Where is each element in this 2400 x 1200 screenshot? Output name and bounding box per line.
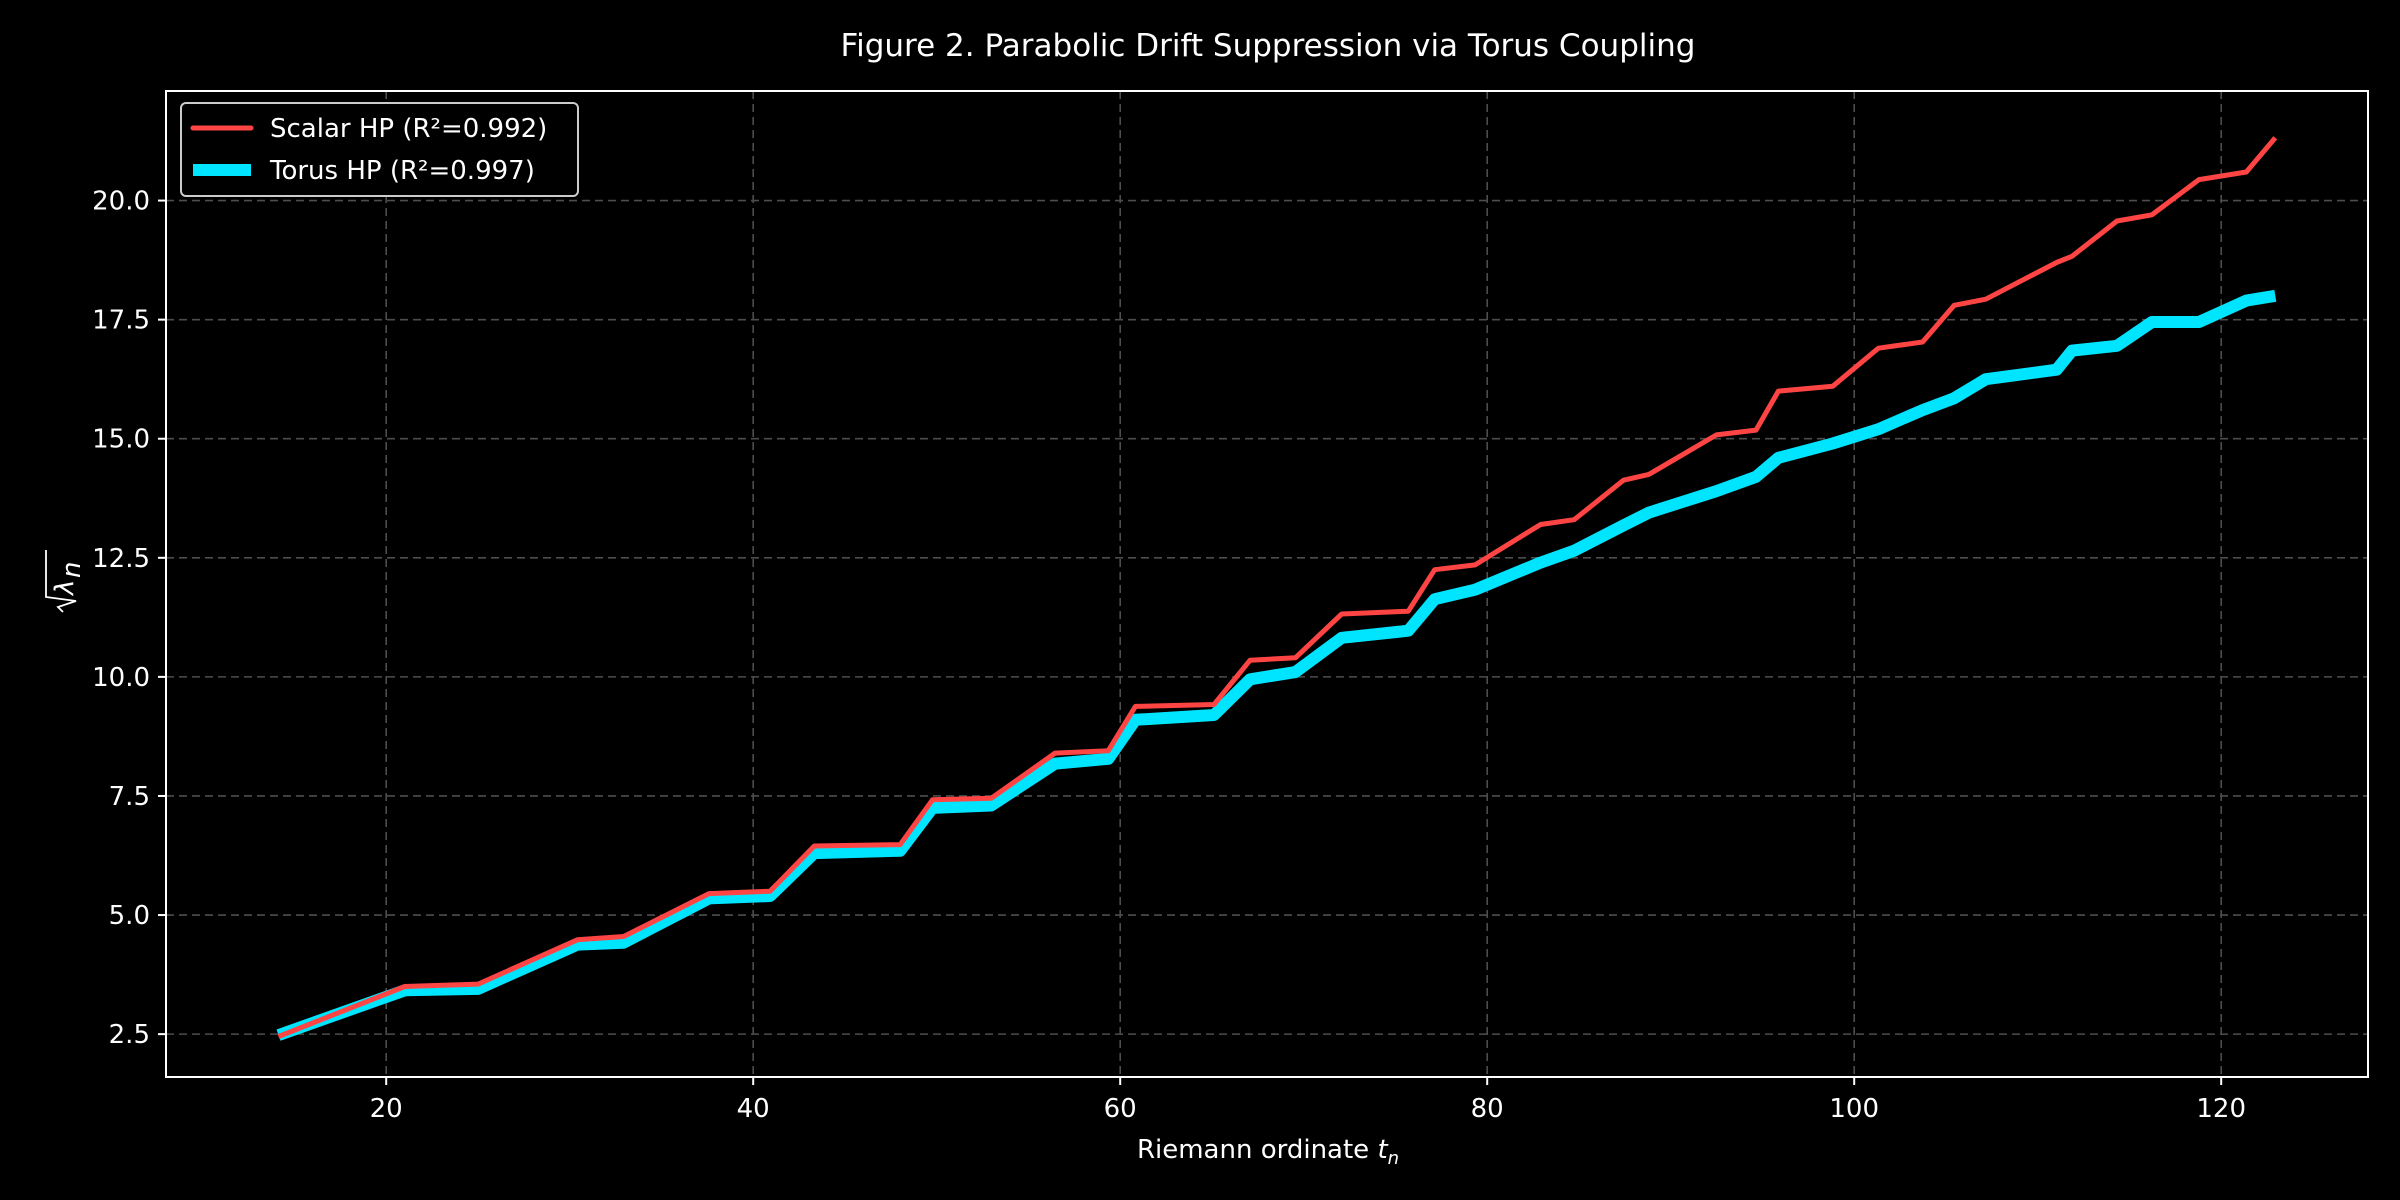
series-line-scalar-hp bbox=[277, 136, 2278, 1039]
y-tick-label: 12.5 bbox=[92, 544, 150, 574]
y-tick-label: 10.0 bbox=[92, 663, 150, 693]
x-tick-label: 60 bbox=[1104, 1094, 1137, 1124]
y-axis-label-subscript: n bbox=[57, 562, 87, 578]
legend-label-torus: Torus HP (R²=0.997) bbox=[269, 156, 535, 186]
y-tick-label: 20.0 bbox=[92, 187, 150, 217]
legend: Scalar HP (R²=0.992) Torus HP (R²=0.997) bbox=[180, 102, 579, 197]
x-axis-ticks: 20 40 60 80 100 120 bbox=[370, 1077, 2246, 1124]
y-tick-label: 2.5 bbox=[109, 1020, 150, 1050]
y-tick-label: 17.5 bbox=[92, 306, 150, 336]
y-tick-label: 7.5 bbox=[109, 782, 150, 812]
grid bbox=[166, 91, 2368, 1077]
x-tick-label: 20 bbox=[370, 1094, 403, 1124]
series-line-torus-hp bbox=[276, 289, 2277, 1041]
x-axis-label: Riemann ordinate tn bbox=[1137, 1135, 1399, 1169]
x-tick-label: 100 bbox=[1829, 1094, 1879, 1124]
y-axis-label: λ n bbox=[45, 550, 87, 613]
y-axis-ticks: 2.5 5.0 7.5 10.0 12.5 15.0 17.5 20.0 bbox=[92, 187, 166, 1050]
x-tick-label: 120 bbox=[2196, 1094, 2246, 1124]
legend-label-scalar: Scalar HP (R²=0.992) bbox=[270, 114, 547, 144]
x-axis-label-symbol: t bbox=[1377, 1135, 1388, 1165]
x-axis-label-main: Riemann ordinate bbox=[1137, 1135, 1378, 1165]
plot-frame bbox=[165, 90, 2369, 1078]
x-axis-label-subscript: n bbox=[1388, 1148, 1399, 1169]
y-tick-label: 5.0 bbox=[109, 901, 150, 931]
y-tick-label: 15.0 bbox=[92, 425, 150, 455]
x-tick-label: 80 bbox=[1471, 1094, 1504, 1124]
x-tick-label: 40 bbox=[737, 1094, 770, 1124]
sqrt-radical-icon bbox=[45, 550, 77, 613]
series-lines bbox=[276, 136, 2278, 1041]
chart-title: Figure 2. Parabolic Drift Suppression vi… bbox=[841, 28, 1696, 64]
y-axis-label-symbol: λ bbox=[50, 580, 80, 597]
legend-box bbox=[180, 102, 579, 197]
